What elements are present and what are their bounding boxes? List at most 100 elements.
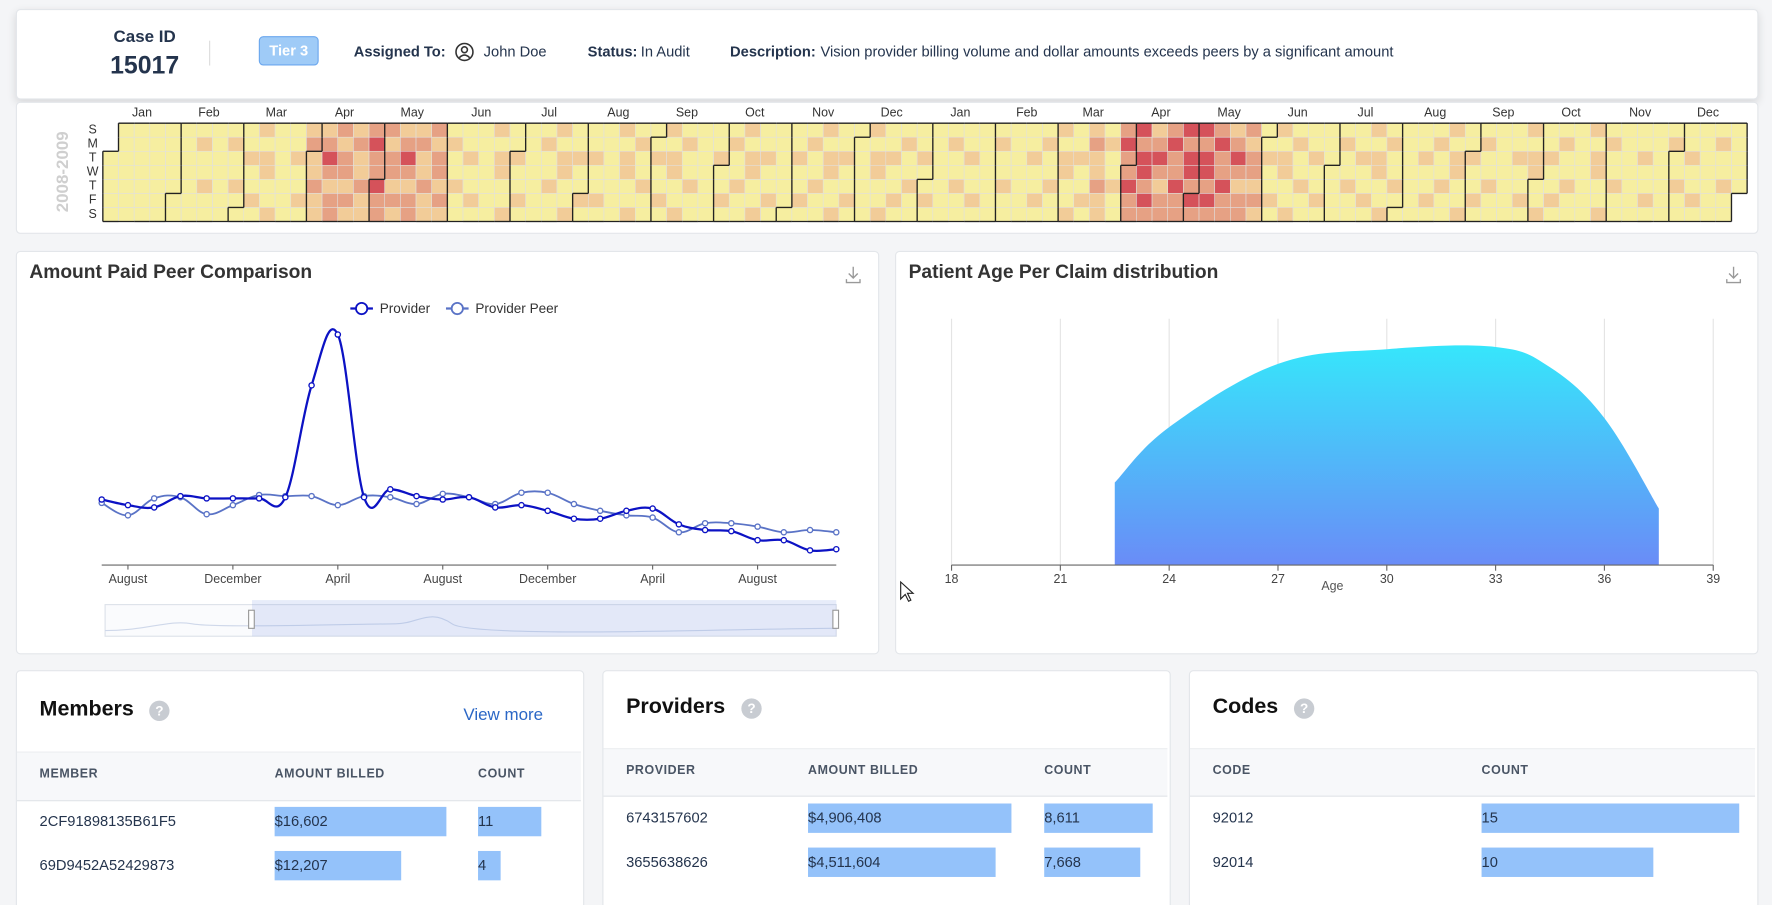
calendar-cell	[932, 150, 949, 166]
calendar-cell	[869, 165, 887, 180]
help-icon[interactable]: ?	[741, 698, 762, 719]
calendar-cell	[885, 165, 902, 180]
calendar-cell	[634, 136, 652, 152]
point	[98, 496, 105, 503]
calendar-cell	[1183, 207, 1200, 222]
month-label: Oct	[745, 105, 765, 119]
cell: 10	[1481, 853, 1498, 871]
month-label: Sep	[1492, 105, 1514, 119]
calendar-cell	[634, 207, 652, 222]
calendar-cell	[1042, 193, 1059, 208]
download-icon[interactable]	[1726, 266, 1742, 284]
calendar-cell	[368, 207, 386, 222]
calendar-cell	[916, 150, 934, 166]
zoom-handle[interactable]	[248, 609, 255, 629]
calendar-cell	[1292, 179, 1309, 194]
calendar-cell	[1637, 122, 1654, 138]
calendar-cell	[1120, 193, 1137, 208]
calendar-cell	[1731, 122, 1748, 138]
calendar-cell	[509, 122, 526, 138]
calendar-cell	[1167, 165, 1184, 180]
calendar-cell	[196, 207, 213, 222]
value-bar	[1481, 847, 1654, 877]
point	[544, 507, 551, 515]
calendar-cell	[1386, 193, 1403, 208]
calendar-cell	[1371, 165, 1388, 180]
calendar-cell	[462, 193, 479, 208]
calendar-cell	[1652, 207, 1670, 222]
zoom-slider[interactable]	[104, 604, 837, 637]
calendar-cell	[1120, 165, 1137, 180]
zoom-selection[interactable]	[252, 600, 837, 637]
calendar-cell	[337, 150, 354, 166]
calendar-cell	[1151, 150, 1168, 166]
zoom-handle[interactable]	[832, 609, 840, 629]
calendar-cell	[1574, 136, 1591, 152]
calendar-cell	[133, 207, 151, 222]
calendar-cell	[1558, 193, 1576, 208]
calendar-cell	[1104, 136, 1122, 152]
calendar-cell	[1073, 150, 1090, 166]
day-label: S	[89, 122, 97, 136]
calendar-cell	[525, 122, 542, 138]
calendar-cell	[384, 179, 401, 194]
calendar-cell	[1026, 136, 1043, 152]
calendar-cell	[1308, 193, 1325, 208]
calendar-cell	[306, 193, 323, 208]
calendar-cell	[1057, 165, 1075, 180]
calendar-cell	[227, 193, 245, 208]
calendar-cell	[1402, 179, 1419, 194]
download-icon[interactable]	[845, 266, 861, 284]
calendar-cell	[478, 122, 495, 138]
calendar-cell	[1715, 165, 1732, 180]
calendar-cell	[885, 122, 902, 138]
calendar-cell	[697, 150, 714, 166]
point	[649, 514, 656, 521]
calendar-cell	[1355, 207, 1372, 222]
cell: 11	[478, 812, 494, 830]
point	[177, 492, 184, 500]
calendar-cell	[728, 179, 746, 194]
calendar-cell	[1324, 207, 1341, 222]
calendar-cell	[1198, 150, 1215, 166]
calendar-cell	[588, 122, 605, 138]
calendar-cell	[901, 122, 918, 138]
calendar-cell	[1621, 207, 1638, 222]
calendar-cell	[1010, 207, 1028, 222]
calendar-cell	[1590, 207, 1607, 222]
calendar-cell	[1511, 136, 1529, 152]
calendar-cell	[165, 150, 182, 166]
cell: $4,511,604	[808, 853, 881, 871]
calendar-cell	[666, 122, 683, 138]
day-label: W	[87, 165, 99, 179]
calendar-cell	[1136, 136, 1153, 152]
point	[439, 490, 447, 498]
calendar-cell	[1089, 193, 1106, 208]
calendar-cell	[1684, 207, 1701, 222]
calendar-cell	[775, 179, 793, 194]
calendar-cell	[431, 207, 448, 222]
calendar-cell	[666, 193, 683, 208]
help-icon[interactable]: ?	[149, 700, 170, 722]
view-more-link[interactable]: View more	[463, 705, 544, 725]
calendar-cell	[243, 122, 260, 138]
calendar-cell	[916, 165, 934, 180]
calendar-cell	[948, 165, 965, 180]
calendar-cell	[274, 179, 292, 194]
calendar-cell	[1308, 207, 1325, 222]
calendar-cell	[1543, 150, 1560, 166]
calendar-cell	[713, 193, 730, 208]
calendar-cell	[713, 165, 730, 180]
calendar-cell	[1449, 136, 1466, 152]
calendar-cell	[979, 179, 996, 194]
calendar-cell	[1386, 136, 1403, 152]
month-label: Nov	[812, 105, 835, 119]
calendar-cell	[1010, 165, 1028, 180]
calendar-cell	[697, 179, 714, 194]
calendar-cell	[1684, 193, 1701, 208]
calendar-cell	[1699, 165, 1717, 180]
help-icon[interactable]: ?	[1293, 698, 1315, 719]
calendar-cell	[728, 193, 746, 208]
x-tick-label: 21	[1053, 572, 1067, 586]
calendar-cell	[102, 193, 119, 208]
